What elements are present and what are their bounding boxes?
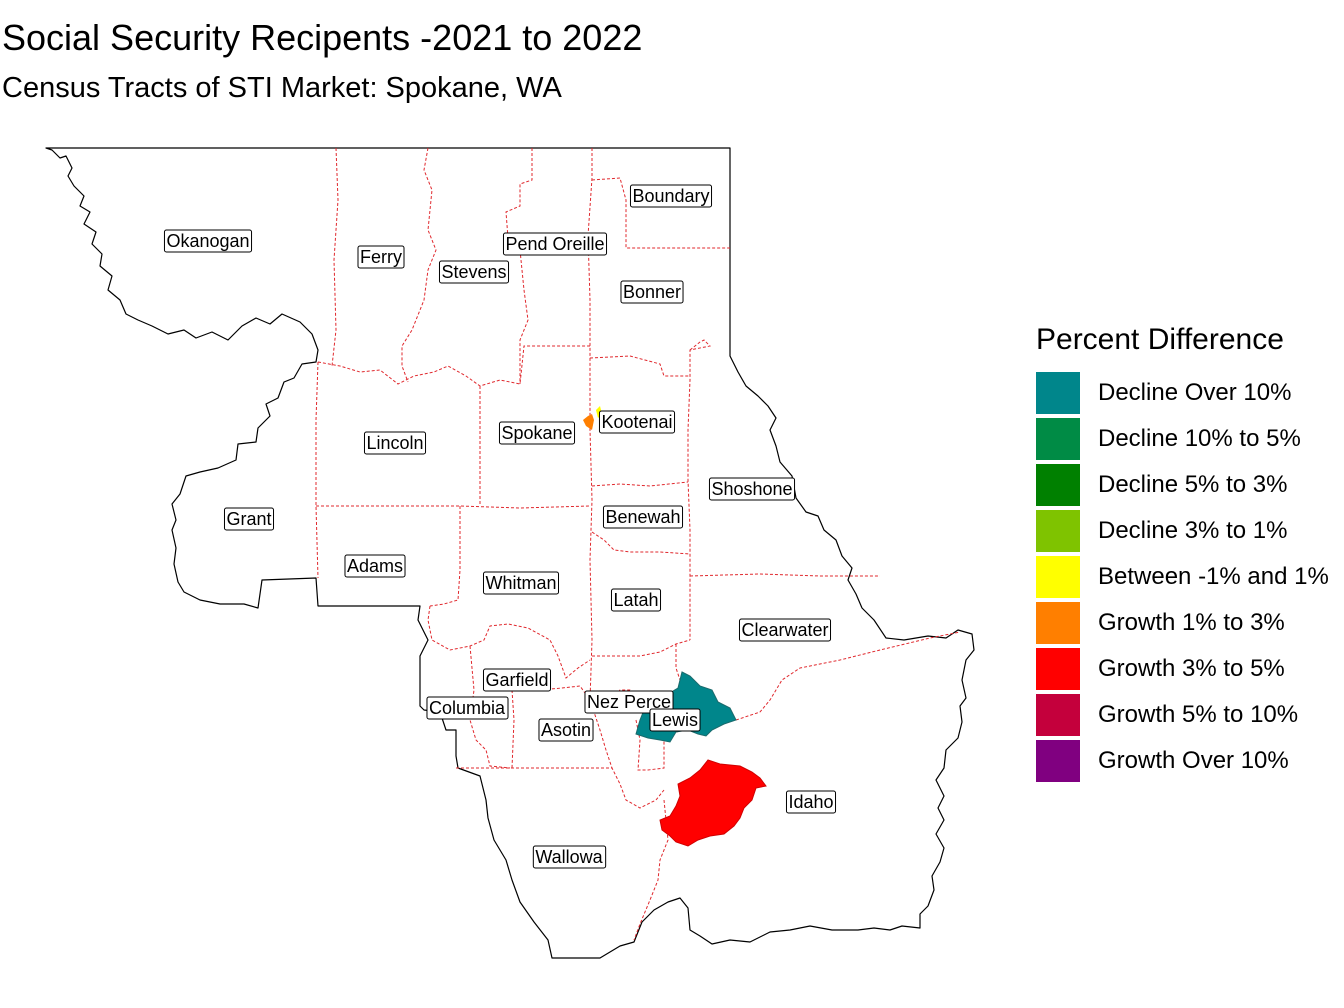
map-title: Social Security Recipents -2021 to 2022: [2, 17, 643, 58]
legend-label: Between -1% and 1%: [1098, 563, 1329, 590]
legend-label: Growth 5% to 10%: [1098, 701, 1299, 728]
county-label-benewah: Benewah: [602, 505, 684, 529]
county-name: Lewis: [652, 710, 698, 730]
legend-item: Decline 10% to 5%: [1036, 416, 1342, 462]
legend-swatch: [1036, 556, 1080, 598]
legend-swatch: [1036, 602, 1080, 644]
county-name: Kootenai: [601, 412, 672, 432]
county-label-latah: Latah: [610, 588, 662, 612]
county-label-asotin: Asotin: [538, 718, 594, 742]
tract-spokane-growth-1-3: [583, 414, 594, 430]
county-label-spokane: Spokane: [498, 421, 576, 445]
legend-label: Decline 3% to 1%: [1098, 517, 1288, 544]
county-name: Whitman: [485, 573, 556, 593]
legend-swatch: [1036, 740, 1080, 782]
county-name: Benewah: [605, 507, 680, 527]
county-name: Lincoln: [366, 433, 423, 453]
legend-label: Decline Over 10%: [1098, 379, 1292, 406]
county-name: Idaho: [788, 792, 833, 812]
county-name: Adams: [347, 556, 403, 576]
market-outline: [45, 147, 975, 959]
legend-swatch: [1036, 464, 1080, 506]
legend-label: Growth Over 10%: [1098, 747, 1289, 774]
county-name: Bonner: [623, 282, 681, 302]
county-name: Garfield: [485, 670, 548, 690]
county-label-lewis: Lewis: [649, 708, 701, 732]
county-label-columbia: Columbia: [426, 696, 509, 720]
county-name: Shoshone: [711, 479, 792, 499]
county-label-bonner: Bonner: [620, 280, 684, 304]
county-label-idaho: Idaho: [785, 790, 837, 814]
county-label-garfield: Garfield: [482, 668, 552, 692]
county-name: Pend Oreille: [505, 234, 604, 254]
legend-item: Growth 5% to 10%: [1036, 692, 1342, 738]
legend-item: Decline 3% to 1%: [1036, 508, 1342, 554]
county-label-wallowa: Wallowa: [532, 845, 607, 869]
county-name: Spokane: [501, 423, 572, 443]
county-label-lincoln: Lincoln: [363, 431, 427, 455]
legend-label: Decline 10% to 5%: [1098, 425, 1301, 452]
county-name: Columbia: [429, 698, 506, 718]
tract-idaho-growth-3-5: [659, 759, 767, 847]
county-name: Clearwater: [741, 620, 828, 640]
county-label-clearwater: Clearwater: [738, 618, 832, 642]
legend-item: Decline 5% to 3%: [1036, 462, 1342, 508]
county-borders: [315, 147, 961, 941]
legend-swatch: [1036, 372, 1080, 414]
county-name: Latah: [613, 590, 658, 610]
county-name: Boundary: [632, 186, 709, 206]
legend-item: Growth Over 10%: [1036, 738, 1342, 784]
county-label-boundary: Boundary: [629, 184, 713, 208]
county-label-whitman: Whitman: [482, 571, 560, 595]
map-subtitle: Census Tracts of STI Market: Spokane, WA: [2, 72, 562, 104]
legend-item: Growth 3% to 5%: [1036, 646, 1342, 692]
county-label-shoshone: Shoshone: [708, 477, 796, 501]
county-name: Nez Perce: [587, 692, 671, 712]
county-label-kootenai: Kootenai: [598, 410, 676, 434]
legend-item: Decline Over 10%: [1036, 370, 1342, 416]
legend-item: Between -1% and 1%: [1036, 554, 1342, 600]
legend-swatch: [1036, 694, 1080, 736]
county-label-stevens: Stevens: [438, 260, 510, 284]
legend-title: Percent Difference: [1036, 323, 1284, 356]
legend: Percent Difference Decline Over 10% Decli…: [1036, 320, 1342, 784]
county-label-ferry: Ferry: [357, 245, 405, 269]
county-name: Wallowa: [535, 847, 603, 867]
county-label-grant: Grant: [223, 507, 275, 531]
legend-item: Growth 1% to 3%: [1036, 600, 1342, 646]
county-name: Asotin: [541, 720, 591, 740]
legend-swatch: [1036, 418, 1080, 460]
county-name: Grant: [226, 509, 271, 529]
legend-label: Decline 5% to 3%: [1098, 471, 1288, 498]
county-label-okanogan: Okanogan: [163, 229, 253, 253]
county-name: Ferry: [360, 247, 402, 267]
legend-label: Growth 1% to 3%: [1098, 609, 1285, 636]
county-label-pend-oreille: Pend Oreille: [502, 232, 608, 256]
legend-swatch: [1036, 510, 1080, 552]
county-name: Stevens: [441, 262, 506, 282]
legend-label: Growth 3% to 5%: [1098, 655, 1285, 682]
county-name: Okanogan: [166, 231, 249, 251]
county-label-nez-perce: Nez Perce: [584, 690, 674, 714]
legend-swatch: [1036, 648, 1080, 690]
county-label-adams: Adams: [344, 554, 406, 578]
